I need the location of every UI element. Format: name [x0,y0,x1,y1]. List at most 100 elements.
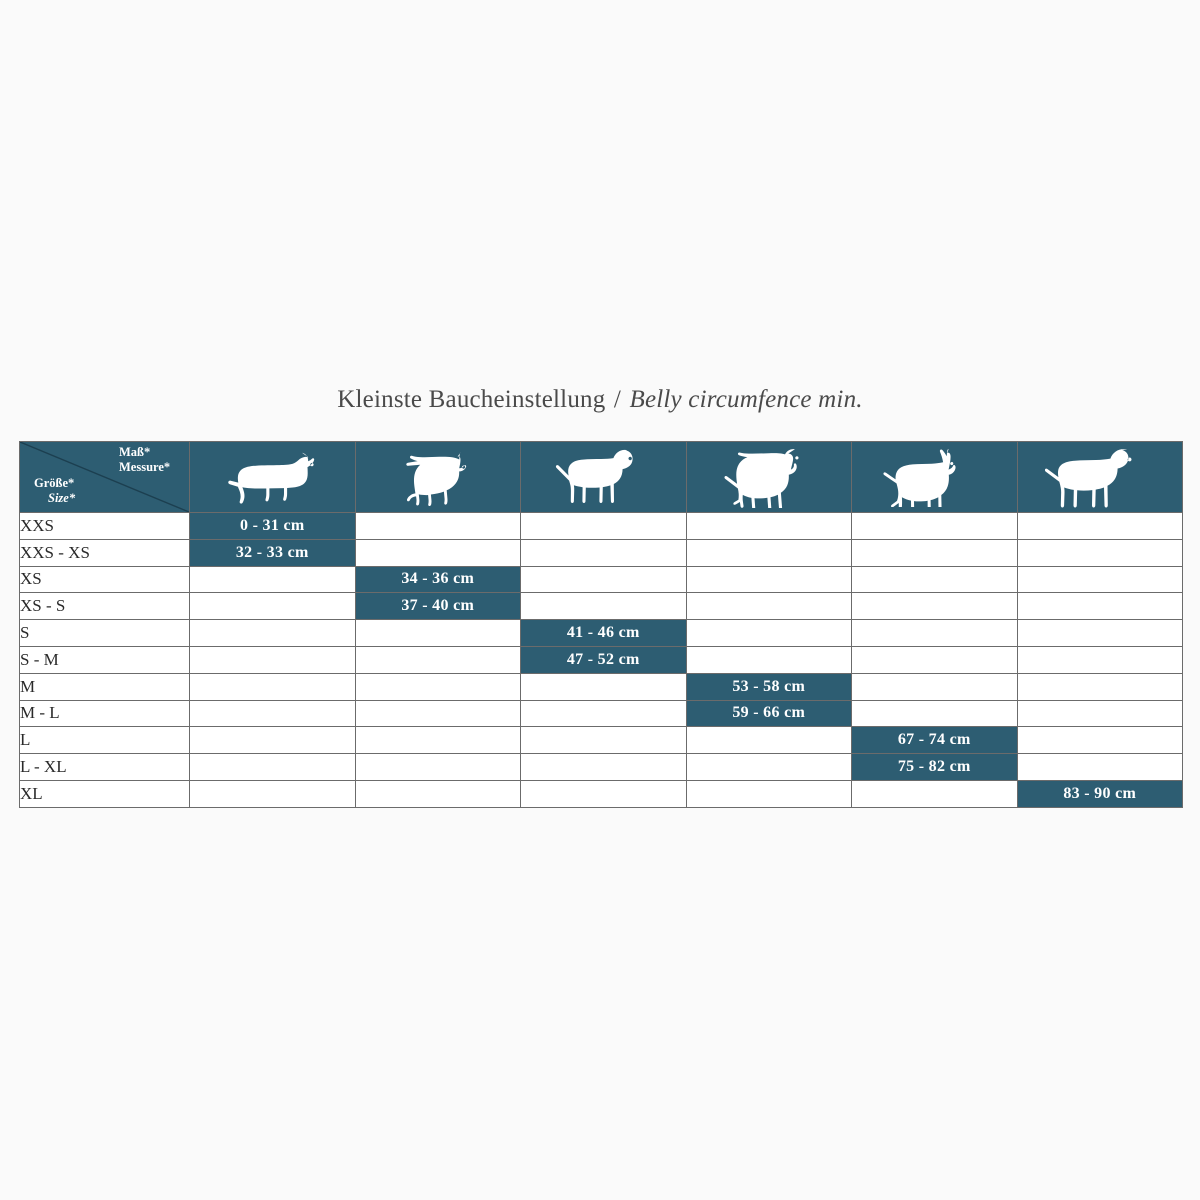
value-cell [520,779,687,808]
table-row: L 67 - 74 cm [19,726,1183,755]
dog-column-header-6 [1016,441,1183,513]
value-cell [685,619,852,647]
value-cell [851,699,1018,728]
value-cell [189,672,356,701]
value-cell: 83 - 90 cm [1016,779,1183,808]
size-label-cell: XL [19,779,190,808]
value-cell [189,753,356,781]
value-cell [520,512,687,540]
size-label-cell: XS - S [19,592,190,621]
value-cell [354,672,521,701]
size-label-cell: L - XL [19,753,190,781]
value-cell [520,699,687,728]
value-cell [520,565,687,594]
size-label-cell: S [19,619,190,647]
value-cell [1016,512,1183,540]
size-chart-table: Maß* Messure* Größe* Size* [19,441,1183,808]
value-cell: 59 - 66 cm [685,699,852,728]
value-cell [851,565,1018,594]
value-cell [1016,672,1183,701]
value-cell: 47 - 52 cm [520,645,687,674]
beagle-icon [556,449,633,503]
dog-column-header-1 [189,441,356,513]
title-german: Kleinste Baucheinstellung [337,386,606,413]
table-row: XS - S 37 - 40 cm [19,592,1183,621]
value-cell [851,619,1018,647]
value-cell [354,779,521,808]
dog-column-header-4 [685,441,852,513]
value-cell [354,538,521,567]
value-cell [520,592,687,621]
value-cell [1016,645,1183,674]
value-cell [520,726,687,755]
title-separator: / [613,386,622,413]
value-cell [1016,619,1183,647]
measure-header-label: Maß* Messure* [119,445,181,475]
value-cell [354,699,521,728]
table-body: XXS 0 - 31 cm XXS - XS 32 - 33 cm XS [19,512,1183,808]
size-label-cell: XXS [19,512,190,540]
size-label-cell: XXS - XS [19,538,190,567]
value-cell [520,753,687,781]
dog-column-header-3 [520,441,687,513]
table-row: XXS 0 - 31 cm [19,512,1183,540]
value-cell: 41 - 46 cm [520,619,687,647]
value-cell [354,619,521,647]
terrier-icon [406,452,466,506]
value-cell [685,779,852,808]
page-title: Kleinste Baucheinstellung / Belly circum… [0,386,1200,414]
value-cell: 75 - 82 cm [851,753,1018,781]
schnauzer-icon [724,449,799,508]
table-row: S 41 - 46 cm [19,619,1183,647]
value-cell: 53 - 58 cm [685,672,852,701]
table-row: XL 83 - 90 cm [19,779,1183,808]
value-cell [354,726,521,755]
value-cell [685,645,852,674]
value-cell [354,753,521,781]
value-cell [1016,753,1183,781]
value-cell [1016,592,1183,621]
size-label-cell: M - L [19,699,190,728]
value-cell [189,699,356,728]
value-cell: 0 - 31 cm [189,512,356,540]
value-cell [685,538,852,567]
value-cell [685,565,852,594]
shepherd-icon [883,448,956,507]
size-label-cell: S - M [19,645,190,674]
value-cell [851,672,1018,701]
mastiff-icon [1044,449,1132,508]
size-label-cell: L [19,726,190,755]
value-cell [354,512,521,540]
value-cell [189,565,356,594]
dachshund-icon [228,452,315,504]
value-cell: 32 - 33 cm [189,538,356,567]
value-cell [189,645,356,674]
size-header-label: Größe* Size* [34,476,75,506]
table-row: M - L 59 - 66 cm [19,699,1183,728]
value-cell [189,726,356,755]
dog-column-header-2 [354,441,521,513]
value-cell: 34 - 36 cm [354,565,521,594]
value-cell [851,538,1018,567]
value-cell [685,512,852,540]
value-cell [354,645,521,674]
value-cell [189,779,356,808]
value-cell [520,538,687,567]
value-cell [851,779,1018,808]
value-cell [851,512,1018,540]
size-label-cell: XS [19,565,190,594]
value-cell [685,753,852,781]
value-cell [1016,565,1183,594]
value-cell [851,645,1018,674]
size-line-1: Größe* [34,476,75,490]
corner-header-cell: Maß* Messure* Größe* Size* [19,441,190,513]
size-label-cell: M [19,672,190,701]
value-cell [685,726,852,755]
value-cell [685,592,852,621]
value-cell [1016,538,1183,567]
value-cell: 67 - 74 cm [851,726,1018,755]
dog-column-header-5 [851,441,1018,513]
table-row: L - XL 75 - 82 cm [19,753,1183,781]
value-cell [851,592,1018,621]
